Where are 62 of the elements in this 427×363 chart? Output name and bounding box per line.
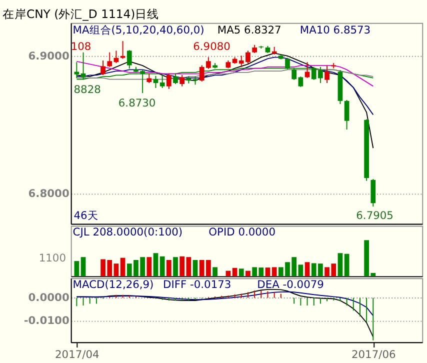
bar bbox=[166, 260, 172, 276]
annotation: 108 bbox=[70, 40, 92, 54]
bar bbox=[298, 264, 304, 276]
y-tick-label: 6.8000 bbox=[28, 186, 70, 200]
x-tick-label: 2017/04 bbox=[55, 348, 100, 362]
annotation: MACD(12,26,9) bbox=[72, 278, 154, 291]
bar bbox=[160, 256, 165, 276]
bar bbox=[272, 267, 277, 276]
bar bbox=[304, 262, 310, 276]
candlestick bbox=[298, 76, 304, 88]
bar bbox=[80, 257, 86, 276]
bar bbox=[173, 257, 178, 276]
candlestick bbox=[126, 50, 132, 70]
bar bbox=[186, 257, 192, 276]
bar bbox=[192, 260, 198, 276]
candlestick bbox=[344, 99, 350, 130]
annotation: 6.9080 bbox=[193, 40, 231, 54]
bar bbox=[146, 257, 152, 276]
bar bbox=[114, 264, 119, 276]
candlestick bbox=[146, 72, 152, 84]
candlestick bbox=[173, 72, 178, 84]
annotation: DIFF -0.0173 bbox=[163, 278, 232, 291]
candlestick bbox=[180, 74, 185, 87]
bar bbox=[265, 268, 270, 276]
candlestick bbox=[370, 178, 376, 208]
bar bbox=[74, 261, 80, 276]
candlestick bbox=[304, 62, 310, 78]
chart-title: 在岸CNY (外汇_D 1114)日线 bbox=[2, 7, 160, 22]
text: OPID 0.0000 bbox=[208, 225, 276, 238]
y-tick-label: 0.0000 bbox=[28, 291, 70, 304]
candlestick bbox=[160, 74, 165, 88]
y-tick-label: 6.9000 bbox=[28, 49, 70, 62]
bar bbox=[246, 270, 250, 276]
bar bbox=[153, 253, 158, 276]
y-tick-label: -0.0100 bbox=[24, 314, 70, 327]
annotation: MA10 6.8573 bbox=[300, 24, 371, 37]
annotation: 8828 bbox=[74, 82, 102, 96]
line-series bbox=[76, 60, 374, 87]
text: 1100 bbox=[38, 252, 66, 265]
candlestick bbox=[100, 60, 106, 76]
bar bbox=[120, 258, 126, 276]
bar bbox=[212, 267, 218, 276]
candlestick bbox=[166, 72, 172, 90]
candlestick bbox=[324, 64, 330, 84]
line-series bbox=[76, 291, 374, 316]
line-series bbox=[76, 56, 374, 116]
annotation: DEA -0.0079 bbox=[257, 278, 324, 291]
annotation: MA组合(5,10,20,40,60,0) bbox=[72, 24, 204, 37]
candlestick bbox=[331, 62, 336, 69]
candlestick bbox=[107, 52, 112, 68]
candlestick bbox=[120, 40, 126, 60]
bar bbox=[338, 253, 343, 276]
annotation: 6.8730 bbox=[118, 96, 156, 110]
annotation: 6.7905 bbox=[356, 208, 394, 222]
bar bbox=[238, 268, 244, 276]
text: CJL 208.0000(0:100) bbox=[72, 225, 183, 238]
x-tick-label: 2017/06 bbox=[352, 348, 396, 362]
bar bbox=[180, 256, 185, 276]
annotation: MA5 6.8327 bbox=[217, 24, 282, 37]
bar bbox=[344, 254, 350, 276]
annotation: 46天 bbox=[74, 208, 98, 222]
line-series bbox=[76, 288, 374, 338]
